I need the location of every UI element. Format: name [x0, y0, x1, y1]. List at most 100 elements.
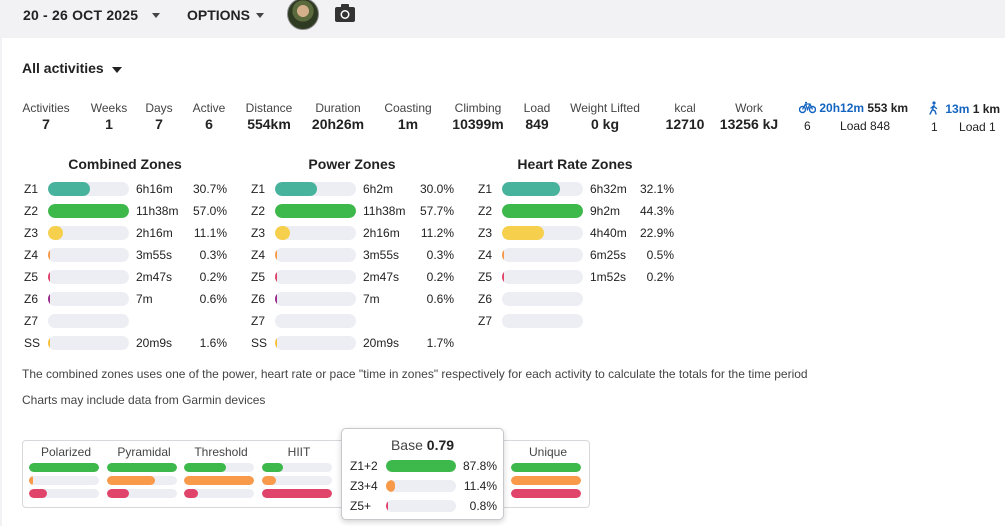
zone-row: Z2 9h2m 44.3%: [478, 203, 674, 219]
distribution-label: Threshold: [194, 445, 248, 459]
zone-label: Z1: [24, 182, 39, 196]
camera-icon[interactable]: [334, 3, 356, 23]
tooltip-bar-fill: [386, 460, 456, 472]
zone-percent: 32.1%: [639, 182, 674, 196]
distribution-bar-fill: [29, 489, 47, 498]
distribution-hiit[interactable]: HIIT: [262, 445, 336, 498]
zone-bar: [502, 248, 583, 262]
options-menu-button[interactable]: OPTIONS: [187, 7, 265, 23]
stat-label: Coasting: [384, 101, 432, 115]
sport-summary-ride[interactable]: 20h12m 553 km 6 Load 848: [798, 101, 908, 133]
zone-label: Z5: [251, 270, 266, 284]
zone-row: Z1 6h32m 32.1%: [478, 181, 674, 197]
distribution-bar-fill: [511, 476, 581, 485]
distribution-bar: [107, 489, 177, 498]
stat-label: kcal: [674, 101, 696, 115]
zone-row: SS 20m9s 1.7%: [251, 335, 454, 351]
zone-percent: 11.2%: [420, 226, 454, 240]
zone-bar-fill: [48, 248, 51, 262]
zone-time: 9h2m: [590, 204, 621, 218]
zone-percent: 44.3%: [639, 204, 674, 218]
distribution-bar: [262, 489, 332, 498]
stat-label: Activities: [22, 101, 70, 115]
zone-percent: 1.7%: [426, 336, 454, 350]
zone-percent: 0.2%: [426, 270, 454, 284]
zone-bar-fill: [502, 226, 545, 240]
zone-bar: [275, 182, 356, 196]
distribution-bar: [107, 476, 177, 485]
zone-time: 6h2m: [363, 182, 394, 196]
tooltip-row: Z5+ 0.8%: [350, 499, 497, 513]
zone-bar: [502, 182, 583, 196]
zone-percent: 0.2%: [199, 270, 227, 284]
zone-bar: [502, 270, 583, 284]
zone-row: Z6 7m 0.6%: [251, 291, 454, 307]
zone-label: Z7: [478, 314, 493, 328]
ride-count: 6: [804, 119, 811, 133]
stat-11: Work 13256 kJ: [720, 101, 778, 132]
zone-bar: [48, 270, 129, 284]
zone-time: 11h38m: [363, 204, 406, 218]
stat-4: Distance 554km: [246, 101, 293, 132]
zone-percent: 11.1%: [193, 226, 227, 240]
distribution-bar-fill: [107, 476, 155, 485]
zone-bar: [275, 314, 356, 328]
zone-percent: 30.7%: [192, 182, 227, 196]
zone-time: 2h16m: [136, 226, 173, 240]
distribution-bar-fill: [29, 463, 99, 472]
distribution-bar-fill: [107, 463, 177, 472]
zone-label: SS: [24, 336, 41, 350]
sport-summary-walk[interactable]: 13m 1 km 1 Load 1: [927, 101, 1000, 134]
zone-label: Z4: [251, 248, 266, 262]
stat-label: Distance: [245, 101, 293, 115]
stat-label: Days: [145, 101, 173, 115]
zone-row: Z5 2m47s 0.2%: [24, 269, 227, 285]
zone-bar-fill: [48, 204, 129, 218]
avatar[interactable]: [287, 0, 319, 30]
zone-bar: [275, 292, 356, 306]
zone-label: Z7: [251, 314, 266, 328]
distribution-polarized[interactable]: Polarized: [29, 445, 103, 498]
tooltip-percent: 87.8%: [462, 459, 497, 473]
zone-bar-fill: [502, 204, 583, 218]
distribution-threshold[interactable]: Threshold: [184, 445, 258, 498]
tooltip-bar-fill: [386, 500, 389, 512]
zone-bar: [502, 226, 583, 240]
stat-label: Weight Lifted: [570, 101, 640, 115]
distribution-bar: [107, 463, 177, 472]
zone-bar-fill: [48, 226, 64, 240]
zone-label: Z1: [478, 182, 493, 196]
tooltip-percent: 11.4%: [463, 479, 497, 493]
ride-load: Load 848: [840, 119, 891, 133]
distribution-bar: [262, 463, 332, 472]
zone-bar-fill: [48, 292, 51, 306]
zone-row: Z3 2h16m 11.1%: [24, 225, 227, 241]
stat-label: Climbing: [454, 101, 502, 115]
distribution-bar: [511, 476, 581, 485]
stat-value: 0 kg: [590, 116, 620, 132]
stat-value: 554km: [247, 116, 291, 132]
zone-row: Z1 6h16m 30.7%: [24, 181, 227, 197]
caret-down-icon: [111, 66, 122, 73]
zone-row: Z1 6h2m 30.0%: [251, 181, 454, 197]
stat-7: Climbing 10399m: [452, 101, 503, 132]
stat-value: 13256 kJ: [719, 116, 779, 132]
distribution-unique[interactable]: Unique: [511, 445, 585, 498]
distribution-bar: [29, 463, 99, 472]
distribution-bar: [511, 489, 581, 498]
zone-label: Z7: [24, 314, 39, 328]
zone-bar: [502, 314, 583, 328]
date-range-selector[interactable]: 20 - 26 OCT 2025: [23, 7, 161, 23]
zone-label: Z6: [24, 292, 39, 306]
zone-percent: 30.0%: [419, 182, 454, 196]
zone-percent: 0.2%: [646, 270, 674, 284]
zone-percent: 0.3%: [199, 248, 227, 262]
zone-bar-fill: [275, 182, 318, 196]
zone-bar: [48, 226, 129, 240]
zone-percent: 1.6%: [199, 336, 227, 350]
zone-time: 3m55s: [136, 248, 173, 262]
activity-filter-dropdown[interactable]: All activities: [22, 60, 122, 76]
zone-row: Z7: [24, 313, 227, 329]
distribution-pyramidal[interactable]: Pyramidal: [107, 445, 181, 498]
stat-2: Days 7: [145, 101, 172, 132]
